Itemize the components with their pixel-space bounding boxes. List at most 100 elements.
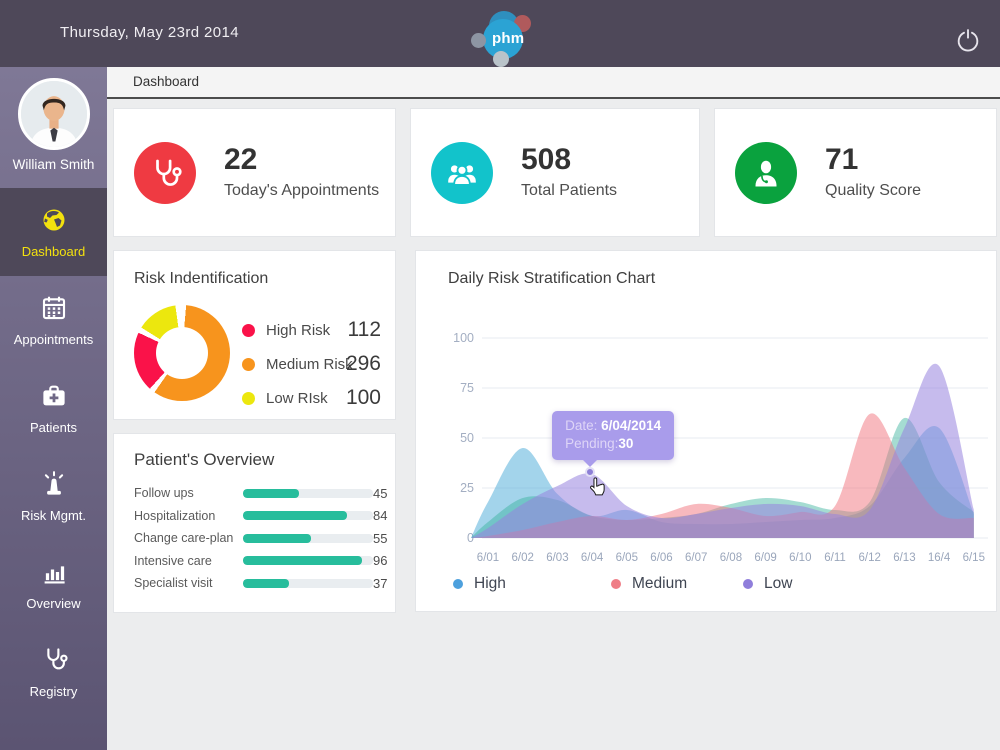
row-label: Specialist visit — [134, 576, 213, 591]
tooltip-label: Pending: — [565, 436, 619, 451]
daily-risk-chart-panel: Daily Risk Stratification Chart 0 25 50 75 1… — [415, 250, 997, 612]
svg-text:6/11: 6/11 — [824, 552, 846, 564]
legend-dot — [743, 579, 753, 589]
sidebar: William Smith Dashboard Appointments — [0, 67, 107, 750]
legend-label: Low — [764, 575, 793, 592]
row-label: Follow ups — [134, 486, 194, 501]
tooltip-label: Date: — [565, 418, 602, 433]
overview-row: Change care-plan 55 — [134, 527, 387, 550]
chart-tooltip: Date: 6/04/2014 Pending:30 — [552, 411, 675, 467]
row-value: 45 — [373, 485, 388, 501]
progress-fill — [243, 533, 312, 543]
progress-fill — [243, 511, 347, 521]
sidebar-item-registry[interactable]: Registry — [0, 628, 107, 716]
row-value: 96 — [373, 553, 388, 569]
svg-text:6/10: 6/10 — [789, 552, 811, 564]
risk-legend-item: Medium Risk 296 — [242, 347, 383, 381]
svg-text:6/07: 6/07 — [685, 552, 707, 564]
main-area: Dashboard 22 Today's Appointments — [107, 67, 1000, 750]
svg-text:6/09: 6/09 — [754, 552, 776, 564]
svg-text:0: 0 — [467, 531, 474, 545]
overview-row: Intensive care 96 — [134, 550, 387, 573]
risk-legend-item: High Risk 112 — [242, 313, 383, 347]
row-label: Intensive care — [134, 553, 212, 568]
globe-icon — [43, 209, 64, 231]
chart-point-marker — [585, 467, 596, 477]
chart-legend-item-low[interactable]: Low — [743, 575, 792, 593]
sidebar-item-label: Risk Mgmt. — [21, 508, 86, 523]
power-icon[interactable] — [954, 26, 982, 54]
bar-chart-icon — [44, 566, 65, 584]
hand-cursor-icon — [590, 477, 605, 496]
stat-label: Total Patients — [521, 182, 618, 199]
sidebar-item-label: Appointments — [13, 332, 94, 347]
svg-text:75: 75 — [460, 381, 474, 395]
tooltip-value: 6/04/2014 — [601, 418, 662, 433]
medium-risk-dot — [242, 357, 255, 371]
siren-icon — [44, 471, 63, 495]
chart-legend-item-high[interactable]: High — [453, 575, 506, 593]
sidebar-item-dashboard[interactable]: Dashboard — [0, 188, 107, 276]
svg-text:6/05: 6/05 — [616, 552, 638, 564]
row-value: 55 — [373, 530, 388, 546]
sidebar-item-label: Patients — [30, 420, 77, 435]
calendar-icon — [42, 296, 65, 320]
tooltip-value: 30 — [618, 436, 634, 451]
risk-value: 112 — [347, 318, 381, 341]
sidebar-item-appointments[interactable]: Appointments — [0, 276, 107, 364]
user-name: William Smith — [12, 157, 95, 172]
phm-logo: phm — [471, 11, 539, 67]
overview-row: Specialist visit 37 — [134, 572, 387, 595]
avatar — [17, 78, 90, 150]
panel-title: Patient's Overview — [134, 450, 275, 469]
risk-value: 296 — [345, 352, 381, 375]
sidebar-item-label: Overview — [26, 596, 81, 611]
legend-dot — [611, 579, 621, 589]
progress-fill — [243, 578, 289, 588]
stat-value: 508 — [521, 143, 572, 176]
risk-identification-panel: Risk Indentification High Risk 112 Mediu… — [113, 250, 396, 420]
chart-legend-item-medium[interactable]: Medium — [611, 575, 687, 593]
breadcrumb: Dashboard — [107, 67, 1000, 99]
svg-text:6/01: 6/01 — [477, 552, 499, 564]
svg-text:16/4: 16/4 — [928, 552, 951, 564]
svg-text:6/08: 6/08 — [720, 552, 742, 564]
area-series-medium — [471, 413, 974, 538]
svg-text:6/13: 6/13 — [893, 552, 915, 564]
progress-track — [243, 556, 373, 566]
area-chart: 0 25 50 75 100 6/01 6/02 6/03 6/04 6/05 6/06 6/07 6/… — [453, 331, 988, 564]
svg-text:6/04: 6/04 — [581, 552, 604, 564]
stat-value: 22 — [224, 143, 258, 176]
risk-legend-item: Low RIsk 100 — [242, 381, 383, 415]
progress-track — [243, 511, 373, 521]
sidebar-item-label: Registry — [29, 684, 78, 699]
chart-title: Daily Risk Stratification Chart — [448, 270, 656, 287]
user-profile[interactable]: William Smith — [0, 67, 107, 188]
sidebar-item-patients[interactable]: Patients — [0, 364, 107, 452]
progress-track — [243, 488, 373, 498]
legend-dot — [453, 579, 463, 589]
stat-label: Today's Appointments — [224, 182, 380, 199]
sidebar-item-overview[interactable]: Overview — [0, 540, 107, 628]
progress-fill — [243, 488, 299, 498]
progress-track — [243, 578, 373, 588]
svg-text:25: 25 — [460, 481, 474, 495]
patients-overview-rows: Follow ups 45 Hospitalization 84 Change … — [134, 482, 387, 595]
doctor-icon — [735, 141, 797, 204]
progress-fill — [243, 556, 362, 566]
stat-card-quality-score: 71 Quality Score — [714, 108, 997, 237]
stats-row: 22 Today's Appointments — [113, 108, 997, 237]
sidebar-item-risk-mgmt[interactable]: Risk Mgmt. — [0, 452, 107, 540]
stethoscope-icon — [134, 141, 196, 204]
overview-row: Hospitalization 84 — [134, 505, 387, 528]
row-label: Change care-plan — [134, 531, 234, 546]
stethoscope-icon — [46, 648, 68, 670]
row-value: 37 — [373, 575, 388, 591]
svg-text:100: 100 — [453, 331, 474, 345]
overview-row: Follow ups 45 — [134, 482, 387, 505]
people-group-icon — [431, 141, 493, 204]
legend-label: High — [474, 575, 506, 592]
risk-legend: High Risk 112 Medium Risk 296 Low RIsk 1… — [242, 313, 383, 415]
donut-hole — [156, 327, 208, 379]
medical-bag-icon — [42, 385, 65, 406]
